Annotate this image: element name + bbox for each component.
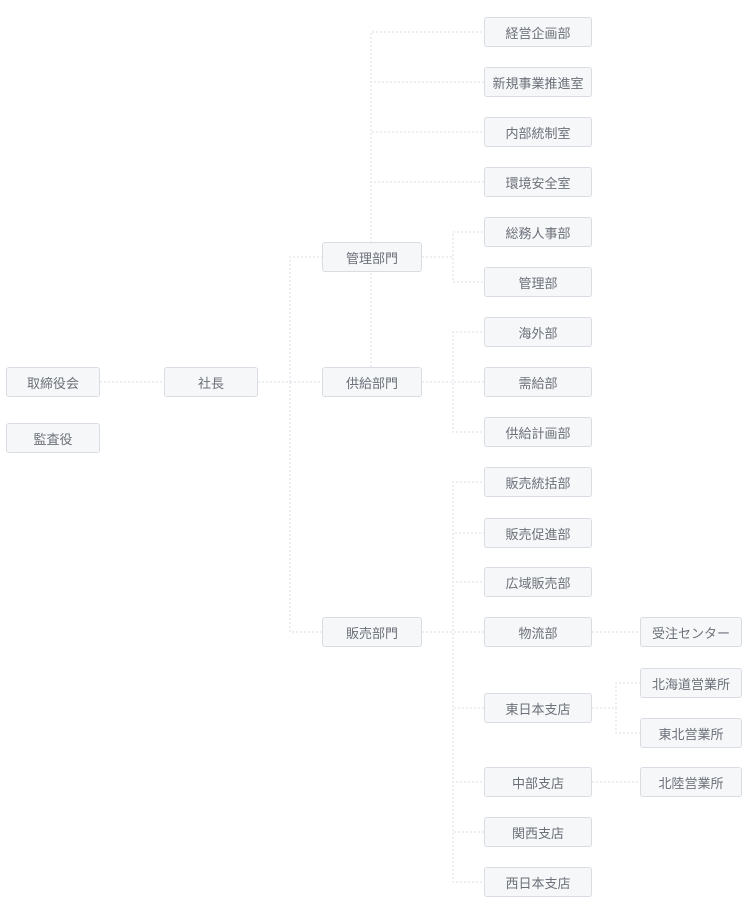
connector-president-sales_div bbox=[258, 382, 322, 632]
org-node-east_branch: 東日本支店 bbox=[484, 693, 592, 723]
org-node-order_center: 受注センター bbox=[640, 617, 742, 647]
org-node-internal_ctrl: 内部統制室 bbox=[484, 117, 592, 147]
connector-east_branch-tohoku_office bbox=[592, 708, 640, 733]
org-chart-connectors bbox=[0, 0, 746, 897]
org-node-supply_div: 供給部門 bbox=[322, 367, 422, 397]
connector-president-mgmt_div bbox=[258, 257, 322, 382]
connector-mgmt_div-admin bbox=[422, 257, 484, 282]
org-node-west_branch: 西日本支店 bbox=[484, 867, 592, 897]
org-node-president: 社長 bbox=[164, 367, 258, 397]
org-node-sales_promo: 販売促進部 bbox=[484, 518, 592, 548]
connector-east_branch-hokkaido_office bbox=[592, 683, 640, 708]
org-node-hokuriku_office: 北陸営業所 bbox=[640, 767, 742, 797]
org-node-auditor: 監査役 bbox=[6, 423, 100, 453]
org-node-sales_div: 販売部門 bbox=[322, 617, 422, 647]
connector-sales_div-west_branch bbox=[422, 632, 484, 882]
connector-sales_div-chubu_branch bbox=[422, 632, 484, 782]
connector-sales_div-sales_mgmt bbox=[422, 482, 484, 632]
org-node-board: 取締役会 bbox=[6, 367, 100, 397]
connector-sales_div-wide_sales bbox=[422, 582, 484, 632]
org-node-overseas: 海外部 bbox=[484, 317, 592, 347]
org-node-sales_mgmt: 販売統括部 bbox=[484, 467, 592, 497]
org-node-hokkaido_office: 北海道営業所 bbox=[640, 668, 742, 698]
org-node-kansai_branch: 関西支店 bbox=[484, 817, 592, 847]
connector-sales_div-kansai_branch bbox=[422, 632, 484, 832]
org-node-supply_plan: 供給計画部 bbox=[484, 417, 592, 447]
org-node-tohoku_office: 東北営業所 bbox=[640, 718, 742, 748]
connector-president-env_safety bbox=[258, 182, 484, 382]
connector-president-corp_planning bbox=[258, 32, 484, 382]
org-node-supply_demand: 需給部 bbox=[484, 367, 592, 397]
org-node-admin: 管理部 bbox=[484, 267, 592, 297]
connector-mgmt_div-ga_hr bbox=[422, 232, 484, 257]
org-node-env_safety: 環境安全室 bbox=[484, 167, 592, 197]
org-node-logistics: 物流部 bbox=[484, 617, 592, 647]
org-node-ga_hr: 総務人事部 bbox=[484, 217, 592, 247]
org-node-new_biz: 新規事業推進室 bbox=[484, 67, 592, 97]
connector-sales_div-east_branch bbox=[422, 632, 484, 708]
org-node-corp_planning: 経営企画部 bbox=[484, 17, 592, 47]
connector-president-new_biz bbox=[258, 82, 484, 382]
org-node-chubu_branch: 中部支店 bbox=[484, 767, 592, 797]
org-node-mgmt_div: 管理部門 bbox=[322, 242, 422, 272]
org-node-wide_sales: 広域販売部 bbox=[484, 567, 592, 597]
connector-supply_div-overseas bbox=[422, 332, 484, 382]
connector-supply_div-supply_plan bbox=[422, 382, 484, 432]
connector-sales_div-sales_promo bbox=[422, 533, 484, 632]
